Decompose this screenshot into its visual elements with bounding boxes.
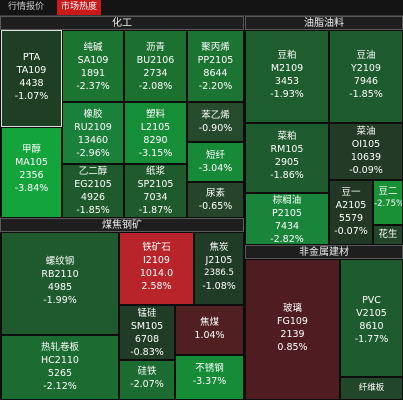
tile-polypropylene[interactable]: 聚丙烯 PP2105 8644 -2.20% <box>187 30 244 102</box>
tile-glass[interactable]: 玻璃 FG109 2139 0.85% <box>245 259 340 400</box>
tile-pvc[interactable]: PVC V2105 8610 -1.77% <box>340 259 403 377</box>
tile-iron-ore[interactable]: 铁矿石 I2109 1014.0 2.58% <box>119 232 194 305</box>
tile-plastic[interactable]: 塑料 L2105 8290 -3.15% <box>124 102 187 164</box>
tile-pulp[interactable]: 纸浆 SP2105 7034 -1.87% <box>124 164 187 218</box>
tile-soda-ash[interactable]: 纯碱 SA109 1891 -2.37% <box>62 30 124 102</box>
tile-bitumen[interactable]: 沥青 BU2106 2734 -2.08% <box>124 30 187 102</box>
tile-peanut[interactable]: 花生 <box>373 225 403 245</box>
tile-styrene[interactable]: 苯乙烯 -0.90% <box>187 102 244 142</box>
tile-pta[interactable]: PTA TA109 4438 -1.07% <box>1 30 62 127</box>
tile-fiberboard[interactable]: 纤维板 <box>340 377 403 400</box>
tile-ferrosilicon[interactable]: 硅铁 -2.07% <box>119 360 175 400</box>
sector-title-nonmetal: 非金属建材 <box>245 245 403 259</box>
tile-silicomanganese[interactable]: 锰硅 SM105 6708 -0.83% <box>119 305 175 360</box>
tile-rebar[interactable]: 螺纹钢 RB2110 4985 -1.99% <box>1 232 119 335</box>
tile-stainless-steel[interactable]: 不锈钢 -3.37% <box>175 355 244 400</box>
sector-title-oils: 油脂油料 <box>245 16 403 30</box>
tile-rapeseed-oil[interactable]: 菜油 OI105 10639 -0.09% <box>329 123 403 180</box>
tile-soybean-oil[interactable]: 豆油 Y2109 7946 -1.85% <box>329 30 403 123</box>
top-tab-bar: 行情报价 市场热度 <box>0 0 403 16</box>
tile-staple-fiber[interactable]: 短纤 -3.04% <box>187 142 244 182</box>
tab-quotes[interactable]: 行情报价 <box>8 2 45 12</box>
tile-urea[interactable]: 尿素 -0.65% <box>187 182 244 218</box>
tile-hot-rolled-coil[interactable]: 热轧卷板 HC2110 5265 -2.12% <box>1 335 119 400</box>
tile-coke[interactable]: 焦炭 J2105 2386.5 -1.08% <box>194 232 244 305</box>
tile-soybean-meal[interactable]: 豆粕 M2109 3453 -1.93% <box>245 30 329 123</box>
sector-title-coal-steel: 煤焦钢矿 <box>0 218 244 232</box>
tile-coking-coal[interactable]: 焦煤 1.04% <box>175 305 244 355</box>
sector-title-chemical: 化工 <box>0 16 244 30</box>
tile-ethylene-glycol[interactable]: 乙二醇 EG2105 4926 -1.85% <box>62 164 124 218</box>
tile-soybean-1[interactable]: 豆一 A2105 5579 -0.07% <box>329 180 373 245</box>
tile-methanol[interactable]: 甲醇 MA105 2356 -3.84% <box>1 127 62 218</box>
tile-rapeseed-meal[interactable]: 菜粕 RM105 2905 -1.86% <box>245 123 329 193</box>
tile-rubber[interactable]: 橡胶 RU2109 13460 -2.96% <box>62 102 124 164</box>
tile-palm-oil[interactable]: 棕榈油 P2105 7434 -2.82% <box>245 193 329 245</box>
tile-soybean-2[interactable]: 豆二 -2.75% <box>373 180 403 225</box>
tab-market-heat[interactable]: 市场热度 <box>57 0 102 15</box>
